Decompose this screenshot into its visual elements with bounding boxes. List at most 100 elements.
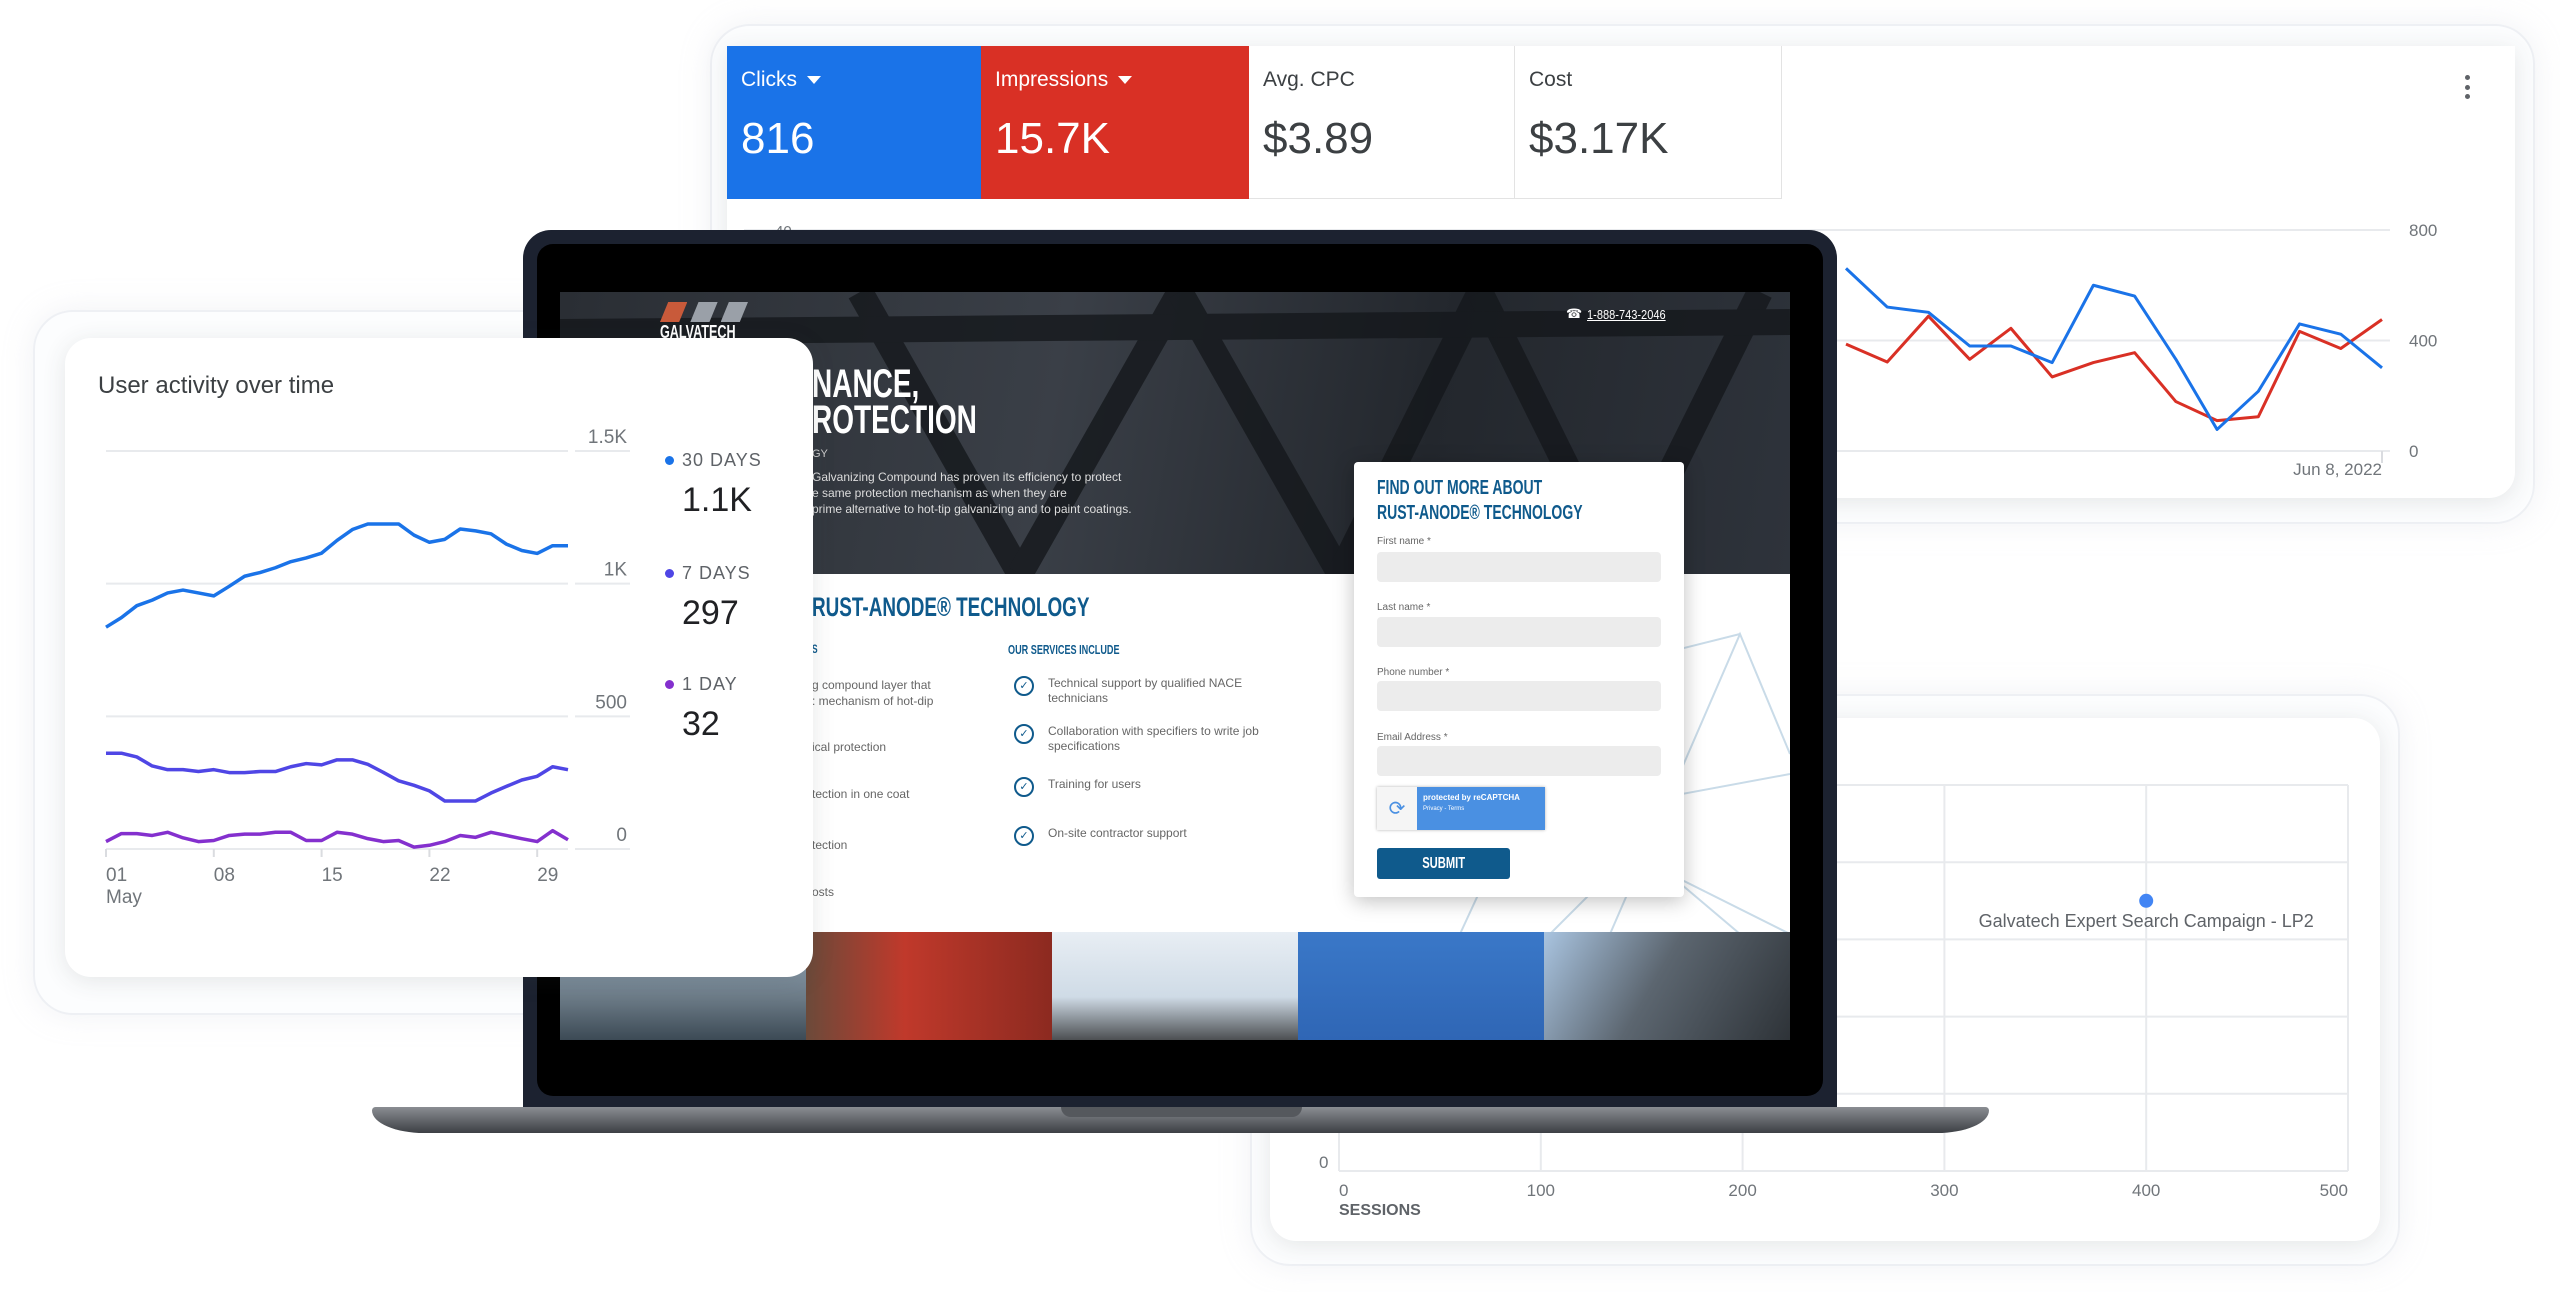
submit-button[interactable]: SUBMIT: [1377, 848, 1510, 879]
series-line-7-days: [106, 751, 569, 803]
metric-tile-cost[interactable]: Cost $3.17K: [1515, 46, 1782, 199]
email-label: Email Address *: [1377, 732, 1448, 743]
series-line-1-day: [105, 828, 569, 849]
service-item: ✓ Training for users: [1014, 777, 1274, 797]
hero-kicker: GY: [812, 448, 828, 460]
metric-value: 816: [741, 114, 815, 163]
series-line-30-days: [105, 522, 568, 629]
check-circle-icon: ✓: [1014, 724, 1034, 744]
hero-title-line-2: ROTECTION: [812, 398, 977, 442]
card-title: User activity over time: [98, 372, 335, 399]
photo-bridge: [1544, 932, 1790, 1040]
metric-label: Avg. CPC: [1263, 68, 1355, 91]
metric-tile-impressions[interactable]: Impressions 15.7K: [981, 46, 1249, 199]
y-tick-label: 1.5K: [588, 427, 627, 448]
caret-down-icon[interactable]: [1118, 76, 1133, 84]
check-circle-icon: ✓: [1014, 676, 1034, 696]
benefit-text: g compound layer that: [812, 678, 931, 692]
x-tick-label: 08: [214, 865, 235, 886]
last-name-input[interactable]: [1377, 617, 1661, 647]
last-name-label: Last name *: [1377, 602, 1431, 613]
metric-label: Impressions: [995, 68, 1109, 91]
y-tick-label: 500: [595, 692, 627, 713]
legend-30-days: 30 DAYS 1.1K: [665, 450, 762, 520]
x-tick-label: 200: [1728, 1181, 1756, 1200]
recaptcha-badge[interactable]: ⟳ protected by reCAPTCHA Privacy - Terms: [1377, 787, 1545, 830]
y-tick-label: 0: [1319, 1153, 1328, 1172]
metric-tile-clicks[interactable]: Clicks 816: [727, 46, 981, 199]
series-line-clicks: [1844, 267, 2383, 431]
y-tick-label: 0: [616, 825, 627, 846]
benefit-text: tection in one coat: [812, 787, 910, 801]
x-tick-label: 29: [537, 865, 558, 886]
benefit-text: tection: [812, 838, 848, 852]
point-label: Galvatech Expert Search Campaign - LP2: [1979, 911, 2314, 931]
benefit-text: osts: [812, 885, 835, 899]
scatter-point: [2139, 893, 2154, 908]
photo-sky: [1052, 932, 1298, 1040]
hero-paragraph-line: prime alternative to hot-tip galvanizing…: [812, 502, 1132, 516]
phone-input[interactable]: [1377, 681, 1661, 711]
section-title: RUST-ANODE® TECHNOLOGY: [812, 592, 1090, 622]
x-tick-label: 22: [429, 865, 450, 886]
photo-truck: [806, 932, 1052, 1040]
metric-label: Clicks: [741, 68, 797, 91]
y-tick-label: 400: [2409, 332, 2437, 351]
legend-dot: [665, 569, 674, 578]
service-item: ✓ Technical support by qualified NACE tec…: [1014, 676, 1274, 706]
phone-label: Phone number *: [1377, 667, 1450, 678]
form-title-line-2: RUST-ANODE® TECHNOLOGY: [1377, 502, 1583, 524]
x-tick-label: 300: [1930, 1181, 1958, 1200]
service-item: ✓ On-site contractor support: [1014, 826, 1274, 846]
x-tick-label: 15: [322, 865, 343, 886]
check-circle-icon: ✓: [1014, 826, 1034, 846]
left-column-heading: S: [812, 642, 818, 656]
x-tick-label: 01: [106, 865, 127, 886]
x-axis-label: SESSIONS: [1339, 1202, 1421, 1219]
first-name-label: First name *: [1377, 536, 1431, 547]
legend-dot: [665, 456, 674, 465]
hero-title-line-1: NANCE,: [812, 362, 920, 406]
caret-down-icon[interactable]: [807, 76, 821, 84]
x-sublabel: May: [106, 887, 142, 908]
email-input[interactable]: [1377, 746, 1661, 776]
recaptcha-text: protected by reCAPTCHA: [1423, 793, 1520, 802]
services-heading: OUR SERVICES INCLUDE: [1008, 642, 1120, 657]
metric-value: $3.89: [1263, 114, 1374, 163]
legend-dot: [665, 680, 674, 689]
first-name-input[interactable]: [1377, 552, 1661, 582]
metric-value: 15.7K: [995, 114, 1110, 163]
x-tick-label: 400: [2132, 1181, 2160, 1200]
service-item: ✓ Collaboration with specifiers to write …: [1014, 724, 1274, 754]
logo-text: GALVATECH: [660, 322, 736, 342]
metric-tile-avg-cpc[interactable]: Avg. CPC $3.89: [1249, 46, 1515, 199]
photo-tower: [1298, 932, 1544, 1040]
phone-link[interactable]: ☎ 1-888-743-2046: [1566, 306, 1666, 322]
benefit-text: : mechanism of hot-dip: [812, 694, 934, 708]
contact-form: FIND OUT MORE ABOUT RUST-ANODE® TECHNOLO…: [1354, 462, 1684, 897]
x-tick-label: Jun 8, 2022: [2293, 460, 2382, 479]
form-title-line-1: FIND OUT MORE ABOUT: [1377, 477, 1543, 499]
x-tick-label: 500: [2320, 1181, 2348, 1200]
hero-paragraph-line: Galvanizing Compound has proven its effi…: [812, 470, 1122, 484]
metric-label: Cost: [1529, 68, 1573, 91]
metric-value: $3.17K: [1529, 114, 1669, 163]
user-activity-chart: 1.5K 1K 500 0 01 08 15 22 29 May: [105, 427, 630, 908]
legend-1-day: 1 DAY 32: [665, 674, 738, 744]
hero-paragraph-line: e same protection mechanism as when they…: [812, 486, 1067, 500]
recaptcha-icon: ⟳: [1377, 787, 1417, 830]
more-vert-icon[interactable]: [2460, 72, 2474, 102]
recaptcha-links[interactable]: Privacy - Terms: [1423, 806, 1465, 812]
x-tick-label: 0: [1339, 1181, 1348, 1200]
y-tick-label: 800: [2409, 221, 2437, 240]
x-tick-label: 100: [1527, 1181, 1555, 1200]
y-tick-label: 0: [2409, 442, 2418, 461]
laptop-notch: [1061, 1107, 1302, 1117]
logo: GALVATECH: [660, 302, 748, 343]
y-tick-label: 1K: [604, 560, 628, 581]
series-line-impressions: [1845, 314, 2383, 423]
check-circle-icon: ✓: [1014, 777, 1034, 797]
legend-7-days: 7 DAYS 297: [665, 563, 751, 633]
user-activity-card: User activity over time 30 DAYS 1.1K 7 D…: [65, 338, 813, 977]
phone-icon: ☎: [1566, 306, 1583, 321]
